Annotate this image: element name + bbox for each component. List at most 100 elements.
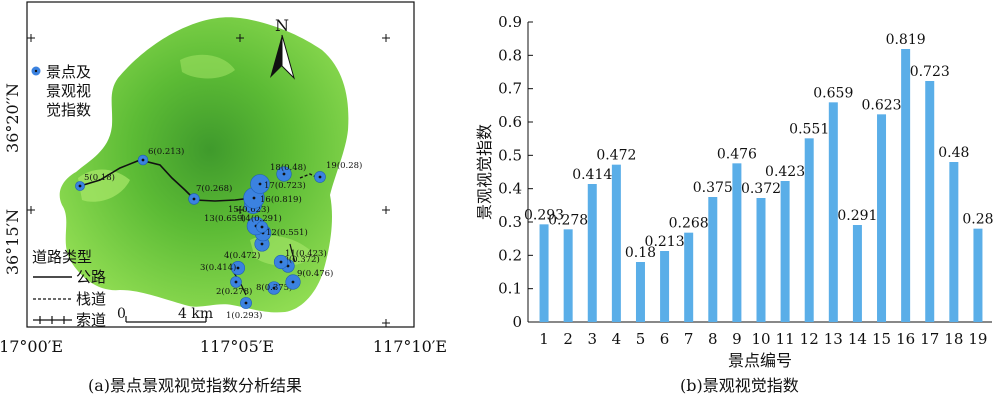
y-tick-label: 0.9 <box>498 13 522 31</box>
bar <box>852 225 862 322</box>
spot-legend-line-3: 觉指数 <box>46 101 91 119</box>
x-tick-label: 18 <box>944 330 963 348</box>
scenic-spot-label: 18(0.48) <box>270 162 306 173</box>
scenic-spot: 6(0.213) <box>137 146 184 166</box>
x-tick-label: 17 <box>920 330 939 348</box>
scenic-spot-label: 13(0.659) <box>204 213 246 224</box>
x-tick-label: 11 <box>776 330 795 348</box>
map-panel: N 景点及 景观视 觉指数 道路类型 公路 栈道 索道 0 <box>0 0 470 404</box>
bar <box>635 262 645 322</box>
y-axis-title: 景观视觉指数 <box>475 124 494 220</box>
highway-road <box>79 159 263 202</box>
y-tick-label: 0.6 <box>498 113 522 131</box>
lon-label-1: 117°00′E <box>0 337 63 356</box>
y-tick-label: 0.2 <box>498 246 522 264</box>
caption-a: (a)景点景观视觉指数分析结果 <box>88 376 303 395</box>
x-tick-label: 12 <box>800 330 819 348</box>
scenic-spot-label: 3(0.414) <box>200 262 236 273</box>
scenic-spot-label: 1(0.293) <box>226 310 262 321</box>
scenic-spot-label: 16(0.819) <box>260 194 302 205</box>
scenic-spot: 7(0.268) <box>188 183 232 205</box>
bar-value-label: 0.472 <box>596 148 636 164</box>
scenic-spot-label: 4(0.472) <box>224 250 260 261</box>
bar <box>660 251 670 322</box>
bar <box>780 181 790 322</box>
bar <box>949 162 959 322</box>
x-tick-label: 4 <box>612 330 622 348</box>
bar-value-label: 0.213 <box>645 234 685 250</box>
bar-value-label: 0.268 <box>669 216 709 232</box>
scenic-spot-label: 9(0.476) <box>297 268 333 279</box>
road-type-plank: 栈道 <box>76 290 106 308</box>
x-tick-label: 14 <box>848 330 867 348</box>
bar <box>877 114 887 322</box>
bar-value-label: 0.375 <box>693 180 733 196</box>
bar-value-label: 0.291 <box>837 208 877 224</box>
bar-value-label: 0.551 <box>789 121 829 137</box>
bar-value-label: 0.723 <box>910 64 950 80</box>
scenic-spot-label: 10(0.372) <box>278 254 320 265</box>
road-legend: 道路类型 公路 栈道 索道 <box>32 248 106 329</box>
scale-zero: 0 <box>117 306 126 322</box>
bar <box>587 184 597 322</box>
scenic-spot-label: 8(0.375) <box>256 282 292 293</box>
scenic-spot: 11(0.423) <box>273 248 327 270</box>
bar <box>756 198 766 322</box>
terrain-light-patch <box>78 169 130 202</box>
x-tick-label: 16 <box>896 330 915 348</box>
x-tick-label: 8 <box>708 330 718 348</box>
spot-legend-line-1: 景点及 <box>46 63 91 81</box>
scale-label: 4 km <box>178 306 213 322</box>
x-axis-title: 景点编号 <box>728 351 792 370</box>
scenic-spot-label: 17(0.723) <box>264 180 306 191</box>
graticule-crosses <box>27 34 390 327</box>
bar <box>973 228 983 322</box>
x-tick-label: 3 <box>587 330 597 348</box>
bar-value-label: 0.414 <box>572 167 612 183</box>
lon-label-3: 117°10′E <box>373 337 447 356</box>
scenic-spot-label: 5(0.18) <box>84 172 115 183</box>
scenic-spot-label: 19(0.28) <box>326 160 362 171</box>
bar <box>828 102 838 322</box>
bar <box>804 138 814 322</box>
bar <box>708 197 718 322</box>
bar <box>563 229 573 322</box>
y-tick-label: 0.3 <box>498 213 522 231</box>
bar-value-label: 0.372 <box>741 181 781 197</box>
caption-b: (b)景观视觉指数 <box>680 376 799 395</box>
x-tick-label: 13 <box>824 330 843 348</box>
bar <box>539 224 549 322</box>
spot-legend: 景点及 景观视 觉指数 <box>31 63 91 119</box>
y-tick-label: 0.7 <box>498 80 522 98</box>
bar-value-label: 0.278 <box>548 212 588 228</box>
x-tick-label: 6 <box>660 330 670 348</box>
x-tick-label: 7 <box>684 330 694 348</box>
x-tick-label: 15 <box>872 330 891 348</box>
scenic-spot: 3(0.414) <box>200 260 246 276</box>
lat-label-2: 36°15′N <box>3 209 22 275</box>
scenic-spot: 9(0.476) <box>285 268 333 290</box>
scenic-spot-label: 15(0.623) <box>228 204 270 215</box>
scenic-spot-label: 11(0.423) <box>285 248 327 259</box>
bar-value-label: 0.623 <box>861 97 901 113</box>
spot-legend-line-2: 景观视 <box>46 82 91 100</box>
road-legend-title: 道路类型 <box>32 248 92 266</box>
scenic-spot: 18(0.48) <box>270 162 306 182</box>
scenic-spot: 1(0.293) <box>226 297 262 321</box>
scenic-spot: 14(0.291) <box>240 213 282 233</box>
bar-value-label: 0.659 <box>813 85 853 101</box>
north-label: N <box>275 16 289 35</box>
terrain-light-patch <box>180 54 235 79</box>
y-tick-label: 0.8 <box>498 46 522 64</box>
scenic-spot-label: 2(0.278) <box>216 286 252 297</box>
bar <box>732 163 742 322</box>
x-tick-label: 1 <box>539 330 549 348</box>
bar-value-label: 0.819 <box>886 32 926 48</box>
y-tick-label: 0.1 <box>498 280 522 298</box>
scenic-spot-label: 14(0.291) <box>240 213 282 224</box>
spot-layer: 1(0.293) 2(0.278) 3(0.414)4(0.472) 5(0.18) 6… <box>75 146 362 321</box>
ropeway-road <box>289 243 296 263</box>
bar-value-label: 0.48 <box>938 145 969 161</box>
bar-chart: 0 0.1 0.2 0.3 0.4 0.5 0.6 0.7 0.8 0.9 0.293 1 0.278 2… <box>475 13 994 370</box>
x-tick-label: 2 <box>563 330 573 348</box>
